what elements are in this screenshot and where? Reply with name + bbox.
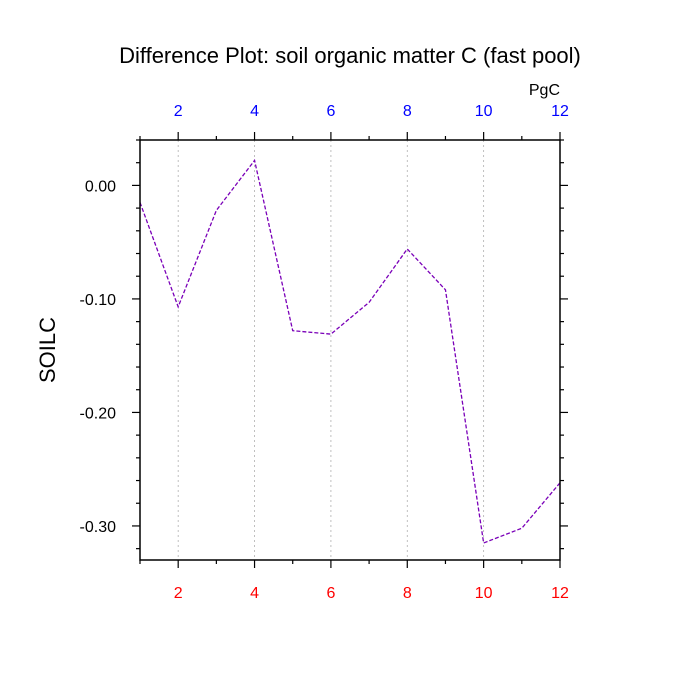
y-tick-label: -0.10 — [80, 292, 117, 309]
y-tick-label: 0.00 — [85, 178, 116, 195]
y-tick-label: -0.20 — [80, 405, 117, 422]
units-label: PgC — [529, 82, 560, 99]
x-tick-label-top: 8 — [403, 103, 412, 120]
x-tick-label-bottom: 2 — [174, 585, 183, 602]
y-tick-label: -0.30 — [80, 519, 117, 536]
y-axis-label: SOILC — [35, 317, 60, 383]
x-tick-label-top: 6 — [326, 103, 335, 120]
x-tick-label-bottom: 10 — [475, 585, 493, 602]
x-tick-label-top: 4 — [250, 103, 259, 120]
tick-marks — [132, 132, 568, 568]
series-group — [139, 158, 561, 544]
grid-lines — [177, 140, 485, 560]
plot-frame — [139, 139, 561, 561]
x-tick-label-bottom: 4 — [250, 585, 259, 602]
x-tick-label-top: 10 — [475, 103, 493, 120]
x-tick-label-bottom: 6 — [326, 585, 335, 602]
series-line — [139, 158, 561, 544]
x-tick-label-top: 2 — [174, 103, 183, 120]
tick-labels: 2 2 4 4 6 6 8 8 10 10 12 12 0.00 -0.10 -0.20 -0.30 — [80, 103, 569, 602]
x-tick-label-bottom: 12 — [551, 585, 569, 602]
x-tick-label-top: 12 — [551, 103, 569, 120]
x-tick-label-bottom: 8 — [403, 585, 412, 602]
chart-title: Difference Plot: soil organic matter C (… — [119, 43, 581, 68]
